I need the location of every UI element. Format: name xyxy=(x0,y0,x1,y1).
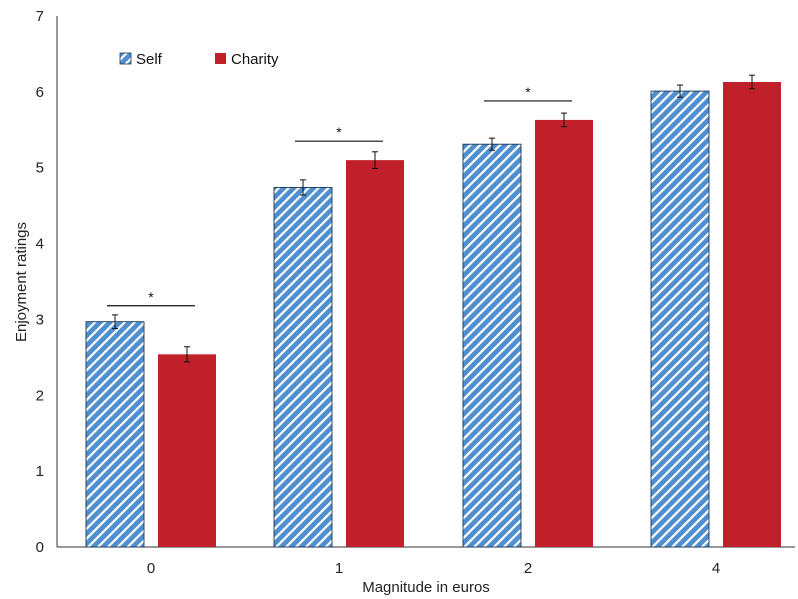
y-tick-label: 7 xyxy=(36,8,44,25)
x-tick-label: 1 xyxy=(335,560,343,577)
y-tick-label: 5 xyxy=(36,160,44,177)
x-tick-labels: 0 1 2 4 xyxy=(147,560,720,577)
y-tick-label: 4 xyxy=(36,236,44,253)
y-tick-label: 3 xyxy=(36,311,44,328)
y-tick-labels: 0 1 2 3 4 5 6 7 xyxy=(36,8,44,556)
bar-self-2 xyxy=(462,143,522,548)
significance-markers: * * * xyxy=(107,84,572,307)
significance-star: * xyxy=(336,124,342,140)
y-tick-label: 6 xyxy=(36,84,44,101)
y-tick-label: 1 xyxy=(36,463,44,480)
bar-self-4 xyxy=(650,90,710,548)
significance-star: * xyxy=(525,84,531,100)
bar-charity-4 xyxy=(723,81,781,547)
y-tick-label: 0 xyxy=(36,539,44,556)
bar-self-1 xyxy=(273,186,333,548)
legend-swatch-self xyxy=(119,52,132,65)
bar-charity-2 xyxy=(535,119,593,547)
legend-label-charity: Charity xyxy=(231,51,279,68)
significance-star: * xyxy=(148,289,154,305)
x-tick-label: 4 xyxy=(712,560,720,577)
legend: Self Charity xyxy=(119,51,279,68)
bar-self-0 xyxy=(85,321,145,548)
x-axis-title: Magnitude in euros xyxy=(362,579,490,596)
error-bars xyxy=(112,74,755,363)
y-tick-label: 2 xyxy=(36,387,44,404)
bar-charity-1 xyxy=(346,160,404,547)
bar-charity-0 xyxy=(158,354,216,547)
legend-label-self: Self xyxy=(136,51,163,68)
legend-swatch-charity xyxy=(215,53,226,64)
x-tick-label: 0 xyxy=(147,560,155,577)
bars xyxy=(85,81,781,548)
y-axis-title: Enjoyment ratings xyxy=(13,222,30,342)
x-tick-label: 2 xyxy=(524,560,532,577)
